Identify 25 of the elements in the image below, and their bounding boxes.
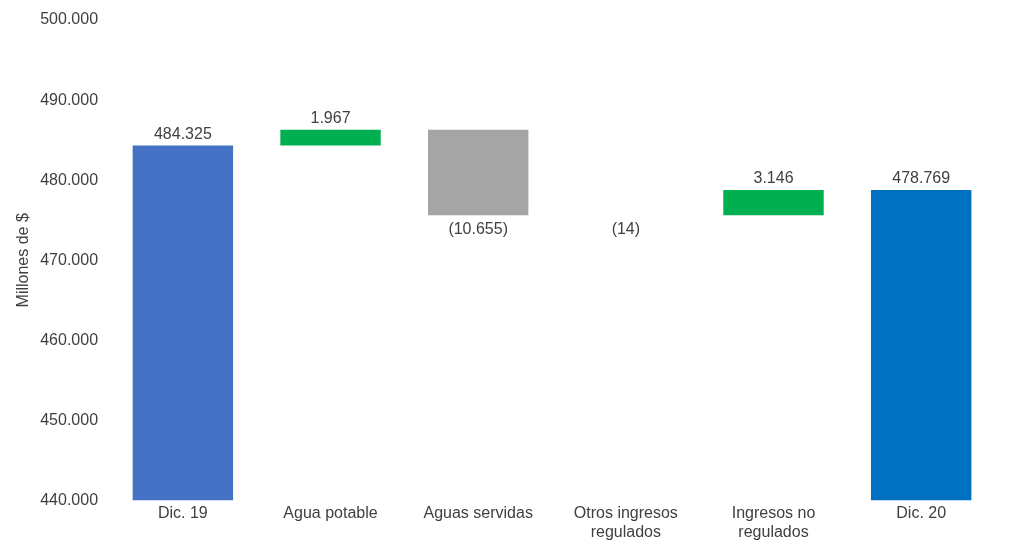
y-tick-label: 490.000: [40, 90, 99, 108]
y-tick-label: 450.000: [40, 410, 99, 428]
bar: [723, 190, 824, 216]
x-tick-label: Ingresos no regulados: [731, 503, 816, 540]
x-tick-label: Dic. 20: [896, 503, 947, 521]
y-tick-label: 470.000: [40, 250, 99, 268]
bar: [280, 129, 381, 146]
data-label: 478.769: [892, 169, 951, 187]
bar: [870, 190, 972, 501]
x-tick-label: Dic. 19: [157, 503, 208, 521]
y-axis-title: Millones de $: [14, 213, 32, 308]
y-tick-label: 460.000: [40, 330, 99, 348]
data-label: 1.967: [310, 109, 351, 127]
y-tick-label: 500.000: [40, 10, 99, 28]
x-tick-label: Aguas servidas: [423, 503, 533, 521]
y-tick-label: 440.000: [40, 491, 99, 509]
data-label: 3.146: [753, 169, 794, 187]
bar: [132, 145, 234, 501]
x-tick-label: Agua potable: [283, 503, 378, 521]
data-label: (10.655): [448, 219, 508, 237]
data-label: (14): [611, 219, 641, 237]
y-tick-label: 480.000: [40, 170, 99, 188]
x-tick-label: Otros ingresos regulados: [573, 503, 678, 540]
bar: [427, 129, 529, 216]
data-label: 484.325: [153, 124, 212, 142]
